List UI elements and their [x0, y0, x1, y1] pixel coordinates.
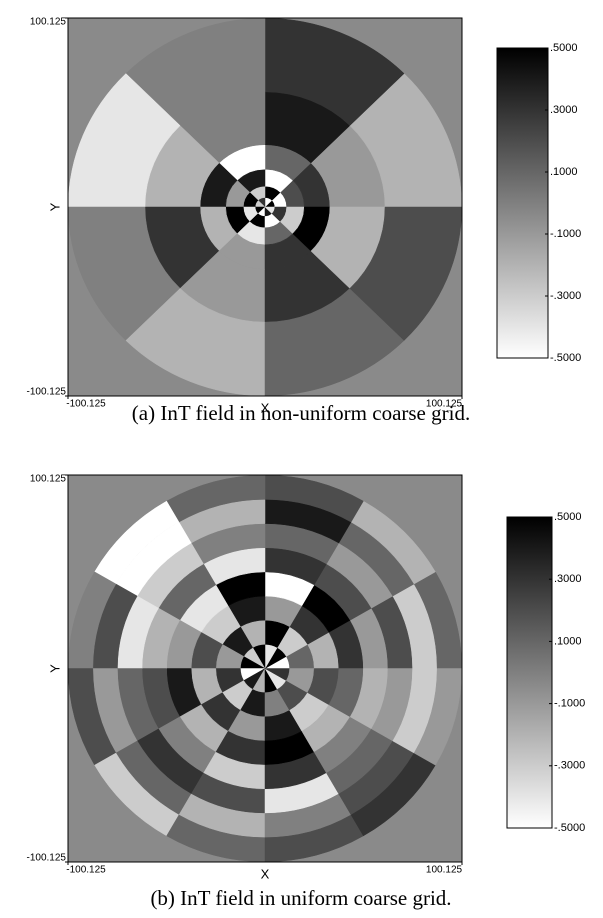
colorbar-tick-label: .3000 [554, 573, 582, 585]
colorbar-tick-label: -.3000 [554, 760, 585, 772]
y-tick-label: 100.125 [30, 17, 67, 28]
x-tick-label: 100.125 [426, 399, 463, 410]
colorbar-tick-label: .5000 [554, 511, 582, 523]
cell [125, 17, 266, 126]
y-axis-label: Y [47, 202, 62, 211]
colorbar-tick-label: .5000 [550, 42, 578, 54]
colorbar-tick-label: .3000 [550, 104, 578, 116]
y-axis-label: Y [47, 664, 62, 673]
colorbar-tick-label: -.5000 [550, 352, 581, 364]
colorbar [506, 516, 553, 829]
caption: (a) InT field in non-uniform coarse grid… [132, 401, 470, 425]
plot-frame [67, 474, 463, 863]
colorbar-tick-label: .1000 [550, 166, 578, 178]
colorbar-tick-label: -.3000 [550, 290, 581, 302]
colorbar-tick-label: -.1000 [550, 228, 581, 240]
caption: (b) InT field in uniform coarse grid. [150, 886, 451, 910]
y-tick-label: -100.125 [27, 853, 67, 864]
plot-frame [67, 17, 463, 397]
colorbar [496, 47, 549, 359]
cell [349, 73, 463, 208]
x-tick-label: -100.125 [66, 865, 106, 876]
colorbar-tick-label: -.1000 [554, 698, 585, 710]
cell [67, 206, 181, 341]
x-axis-label: X [261, 866, 270, 881]
y-tick-label: -100.125 [27, 387, 67, 398]
x-tick-label: 100.125 [426, 865, 463, 876]
y-tick-label: 100.125 [30, 474, 67, 485]
x-tick-label: -100.125 [66, 399, 106, 410]
colorbar-tick-label: -.5000 [554, 822, 585, 834]
x-axis-label: X [261, 400, 270, 415]
cell [264, 288, 405, 397]
colorbar-tick-label: .1000 [554, 635, 582, 647]
